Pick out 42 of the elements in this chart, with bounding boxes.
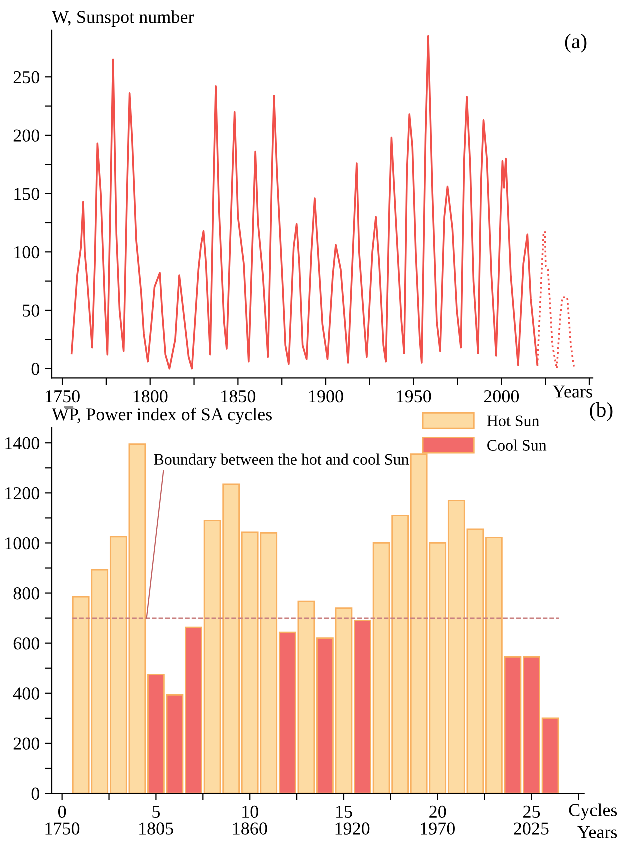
x2-tick-label: 1970	[421, 822, 455, 835]
y-tick-label: 100	[14, 246, 40, 259]
y-tick-label: 200	[14, 738, 40, 750]
y-tick-label: 250	[14, 71, 40, 84]
legend-label: Cool Sun	[488, 440, 547, 451]
x2-tick-label: 2025	[514, 822, 549, 835]
x-tick-label: 10	[242, 806, 258, 818]
x2-tick-label: 1920	[336, 822, 370, 835]
x-tick-label: 25	[524, 806, 540, 818]
annotation: (a)	[565, 34, 587, 53]
x-tick-label: 2000	[484, 390, 520, 403]
text: (b)	[590, 402, 613, 422]
y-tick-label: 1400	[6, 437, 40, 450]
x-axis-title: Cycles	[569, 804, 618, 820]
x-tick-label: 1850	[222, 390, 256, 403]
annotation: Boundary between the hot and cool Sun	[154, 454, 410, 468]
y-tick-label: 200	[14, 130, 40, 142]
y-tick-label: 400	[13, 688, 40, 700]
x2-tick-label: 1805	[140, 822, 174, 835]
y-tick-label: 600	[14, 638, 40, 650]
y-tick-label: 1200	[6, 487, 40, 500]
x2-tick-label: 1750	[46, 822, 80, 835]
x-tick-label: 1950	[397, 390, 432, 403]
y-tick-label: 150	[14, 188, 40, 200]
y-tick-label: 0	[32, 788, 40, 800]
y-tick-label: 0	[32, 363, 40, 376]
x-tick-label: 5	[152, 806, 160, 818]
x2-axis-title: Years	[578, 826, 618, 838]
x-axis-title: Years	[552, 386, 592, 398]
x-tick-label: 1800	[134, 390, 168, 403]
legend-label: Hot Sun	[487, 416, 540, 426]
x2-tick-label: 1860	[233, 822, 268, 835]
y-tick-label: 1000	[6, 537, 40, 550]
x-tick-label: 20	[430, 806, 446, 818]
x-tick-label: 15	[336, 806, 352, 818]
x-tick-label: 1900	[310, 390, 344, 403]
x-tick-label: 1750	[46, 390, 80, 403]
y-axis-title: W, Sunspot number	[52, 10, 194, 27]
y-tick-label: 800	[14, 588, 40, 600]
y-tick-label: 50	[23, 304, 40, 317]
y-axis-title: W̅P, Power index of SA cycles	[52, 406, 272, 424]
x-tick-label: 0	[58, 806, 66, 818]
